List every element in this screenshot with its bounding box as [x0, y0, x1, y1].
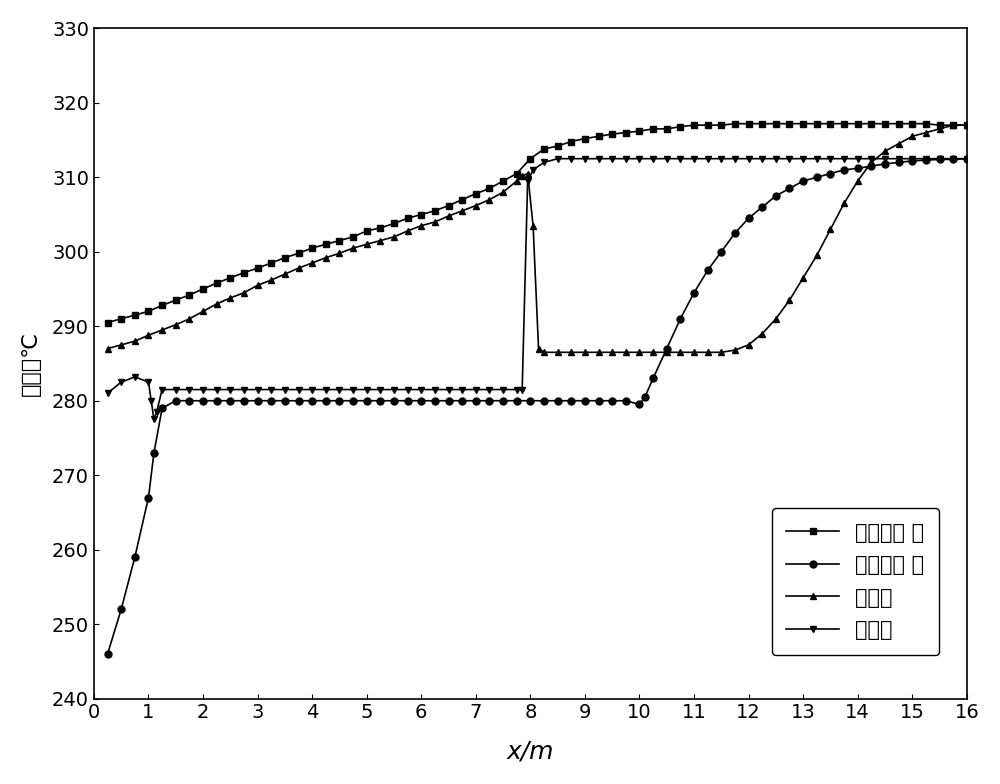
管内壁 — [170, 320, 182, 329]
Line: 管外壁: 管外壁 — [104, 155, 970, 423]
管内壁 — [102, 344, 114, 354]
管内壁 — [511, 176, 523, 186]
管内壁 — [756, 329, 768, 339]
二次侧流 体 — [470, 396, 482, 405]
Legend: 一次侧流 体, 二次侧流 体, 管内壁, 管外壁: 一次侧流 体, 二次侧流 体, 管内壁, 管外壁 — [772, 508, 939, 655]
管外壁 — [961, 154, 973, 163]
一次侧流 体 — [729, 119, 741, 129]
二次侧流 体 — [306, 396, 318, 405]
一次侧流 体 — [524, 154, 536, 163]
一次侧流 体 — [647, 124, 659, 133]
管外壁 — [102, 389, 114, 398]
二次侧流 体 — [770, 191, 782, 201]
管外壁 — [252, 385, 264, 394]
二次侧流 体 — [224, 396, 236, 405]
X-axis label: x/m: x/m — [507, 739, 554, 763]
Line: 一次侧流 体: 一次侧流 体 — [104, 120, 970, 326]
管内壁 — [211, 299, 223, 309]
Line: 管内壁: 管内壁 — [104, 122, 970, 356]
管内壁 — [538, 347, 550, 357]
管外壁 — [552, 154, 564, 163]
管外壁 — [148, 415, 160, 424]
一次侧流 体 — [661, 124, 673, 133]
管外壁 — [224, 385, 236, 394]
管外壁 — [947, 154, 959, 163]
一次侧流 体 — [456, 195, 468, 205]
管内壁 — [470, 201, 482, 210]
一次侧流 体 — [579, 134, 591, 143]
一次侧流 体 — [102, 318, 114, 327]
管内壁 — [947, 121, 959, 130]
二次侧流 体 — [961, 154, 973, 163]
一次侧流 体 — [961, 121, 973, 130]
二次侧流 体 — [893, 158, 905, 167]
管外壁 — [151, 407, 163, 416]
Y-axis label: 温度／℃: 温度／℃ — [21, 331, 41, 396]
一次侧流 体 — [211, 278, 223, 288]
管外壁 — [593, 154, 605, 163]
管外壁 — [770, 154, 782, 163]
Line: 二次侧流 体: 二次侧流 体 — [104, 155, 970, 658]
二次侧流 体 — [361, 396, 373, 405]
管内壁 — [961, 121, 973, 130]
二次侧流 体 — [102, 649, 114, 659]
管内壁 — [893, 139, 905, 148]
